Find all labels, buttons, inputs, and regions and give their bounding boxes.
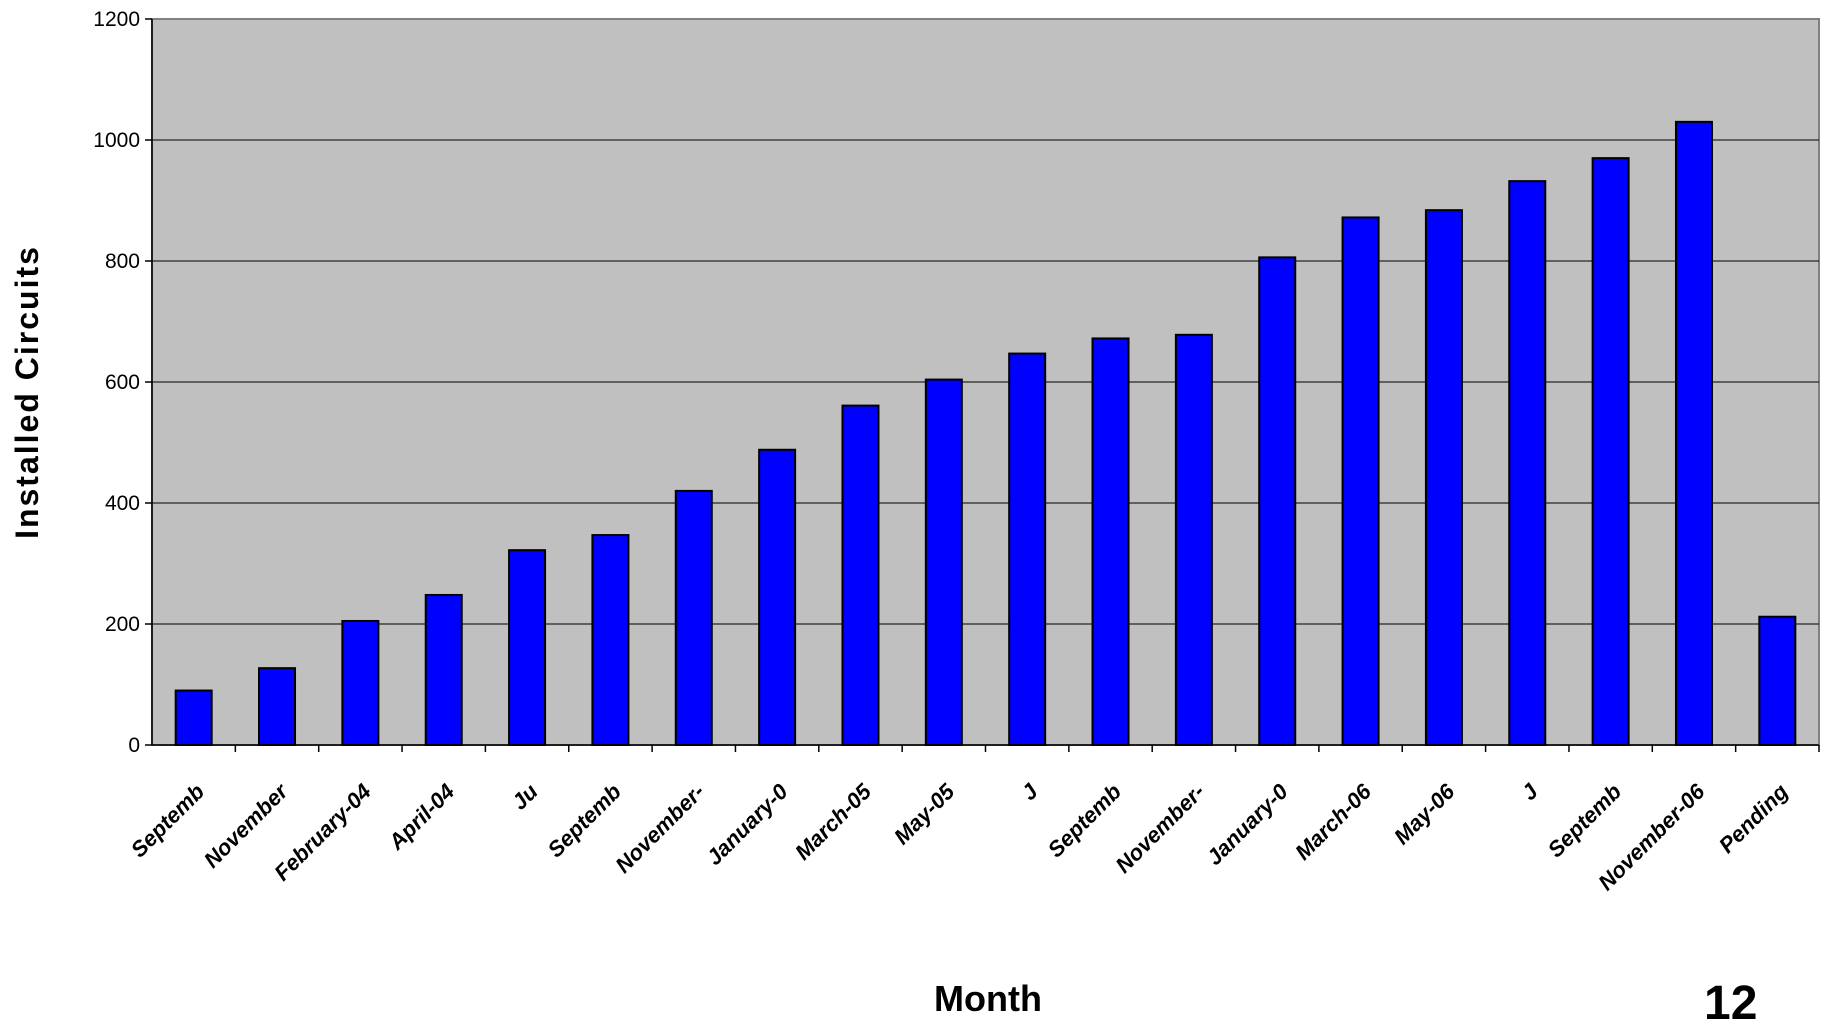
x-tick-label: Septemb — [1043, 779, 1126, 862]
x-tick-label: January-0 — [701, 778, 793, 870]
bar — [1674, 120, 1713, 747]
bar — [841, 404, 880, 746]
y-tick-label: 1000 — [93, 129, 140, 152]
x-tick-label: March-06 — [1290, 778, 1377, 865]
x-tick-label: Septemb — [126, 779, 209, 862]
x-tick-label: Ju — [507, 778, 543, 814]
bar — [1508, 180, 1547, 746]
bar — [258, 667, 297, 746]
y-tick-label: 1200 — [93, 8, 140, 31]
bar — [1758, 615, 1797, 746]
x-tick-label: January-0 — [1202, 778, 1294, 870]
bar — [508, 549, 547, 746]
x-axis-title: Month — [934, 978, 1042, 1019]
y-axis-title: Installed Circuits — [9, 245, 45, 539]
x-tick-label: J — [1016, 778, 1043, 805]
bar — [341, 619, 380, 746]
bar — [1174, 333, 1213, 746]
bar — [424, 593, 463, 747]
bar — [924, 378, 963, 746]
y-tick-label: 800 — [105, 250, 140, 273]
x-tick-label: November- — [1110, 779, 1209, 878]
y-tick-label: 600 — [105, 371, 140, 394]
y-tick-label: 400 — [105, 492, 140, 515]
x-tick-label: March-05 — [790, 778, 877, 865]
y-tick-label: 0 — [128, 734, 140, 757]
bar — [591, 534, 630, 746]
axes — [145, 18, 1820, 752]
x-tick-label: J — [1516, 778, 1543, 805]
bar — [1091, 337, 1130, 746]
bar — [174, 689, 213, 746]
bar — [758, 448, 797, 746]
bar — [1424, 209, 1463, 746]
x-tick-label: Pending — [1714, 778, 1793, 857]
x-tick-label: Septemb — [543, 779, 626, 862]
bar — [1341, 216, 1380, 746]
x-tick-label: May-05 — [889, 778, 960, 849]
bar — [674, 489, 713, 746]
x-tick-label: November- — [610, 779, 709, 878]
x-tick-label: April-04 — [383, 779, 459, 855]
x-tick-label: Septemb — [1543, 779, 1626, 862]
page-number: 12 — [1704, 977, 1758, 1030]
bar — [1591, 157, 1630, 746]
bar — [1008, 352, 1047, 746]
bar — [1258, 256, 1297, 746]
y-tick-label: 200 — [105, 613, 140, 636]
x-tick-label: May-06 — [1389, 778, 1460, 849]
y-tick-labels: 0 200 400 600 800 1000 1200 — [93, 8, 140, 757]
bars — [174, 120, 1797, 747]
